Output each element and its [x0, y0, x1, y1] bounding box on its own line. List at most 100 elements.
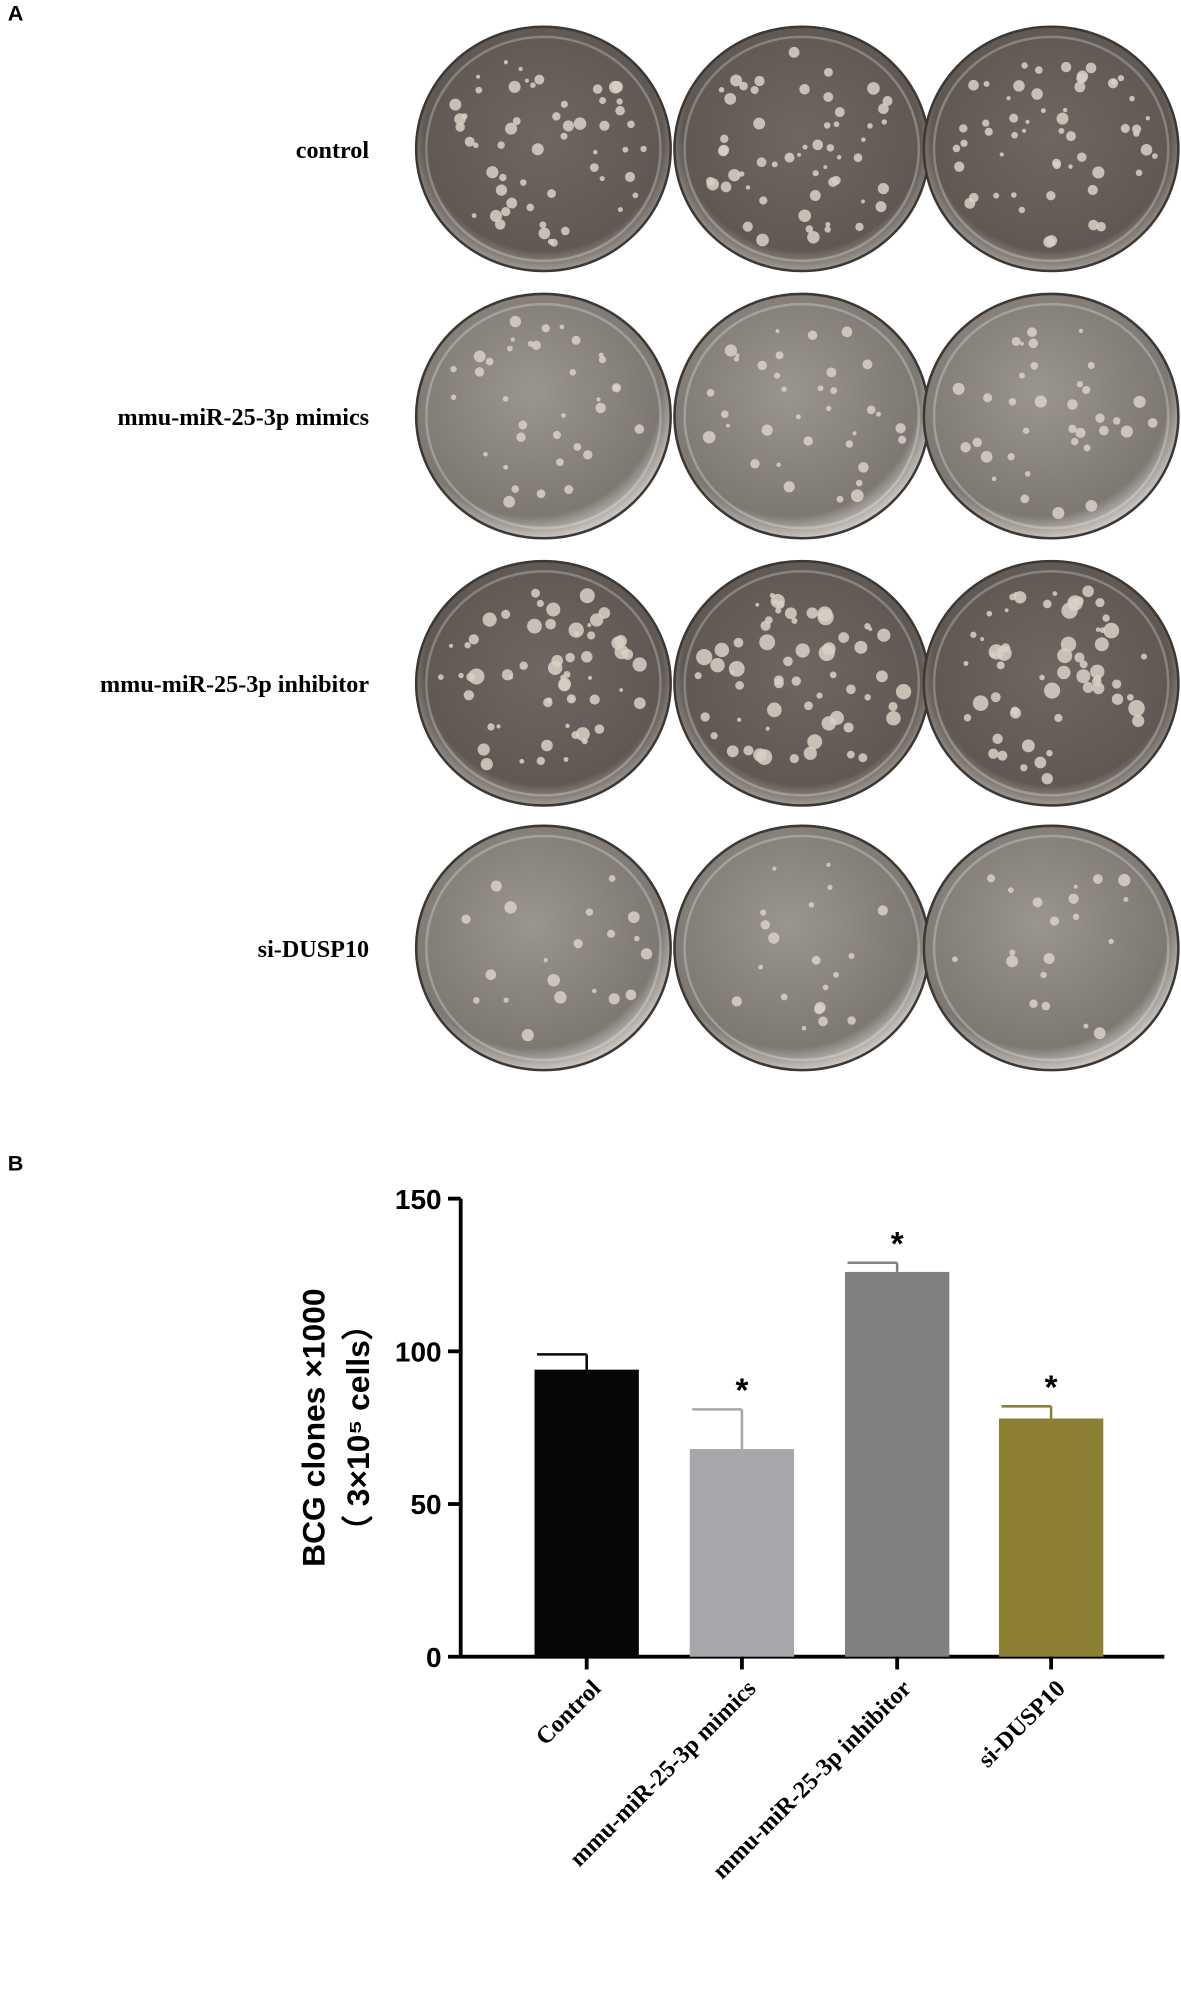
- colony: [504, 901, 517, 914]
- colony: [875, 411, 881, 417]
- colony: [1112, 417, 1121, 425]
- colony: [791, 617, 798, 624]
- colony: [519, 758, 525, 764]
- colony: [964, 197, 976, 209]
- colony: [1095, 598, 1105, 608]
- colony: [812, 139, 824, 151]
- colony: [1054, 713, 1063, 723]
- colony: [1009, 949, 1016, 956]
- colony: [1060, 61, 1072, 73]
- colony: [802, 144, 808, 150]
- colony: [546, 602, 561, 617]
- colony: [724, 92, 737, 105]
- colony: [1092, 874, 1103, 884]
- colony: [562, 120, 574, 132]
- colony: [805, 225, 814, 233]
- colony: [775, 351, 784, 360]
- colony: [608, 80, 622, 94]
- dish: [922, 824, 1180, 1072]
- colony: [594, 724, 605, 734]
- colony: [1024, 471, 1031, 477]
- colony: [547, 973, 560, 987]
- colony: [455, 122, 465, 132]
- bar: [689, 1449, 795, 1657]
- colony: [818, 1016, 828, 1027]
- colony: [720, 181, 732, 193]
- colony: [743, 745, 754, 756]
- colony: [579, 588, 595, 604]
- colony: [831, 175, 841, 186]
- colony: [486, 166, 499, 179]
- colony: [506, 197, 518, 209]
- colony: [1046, 749, 1053, 757]
- colony: [483, 451, 488, 457]
- colony: [1112, 679, 1122, 689]
- colony: [599, 97, 607, 105]
- colony: [875, 201, 887, 213]
- colony: [1009, 113, 1019, 123]
- colony: [730, 74, 743, 87]
- colony: [795, 414, 801, 420]
- colony: [473, 142, 479, 149]
- colony: [1090, 664, 1105, 679]
- colony: [826, 144, 835, 152]
- colony: [696, 648, 713, 666]
- dish: [673, 292, 931, 540]
- colony: [608, 993, 620, 1005]
- colony: [468, 668, 485, 685]
- colony: [487, 723, 495, 731]
- colony: [1087, 362, 1095, 370]
- colony: [530, 82, 536, 89]
- colony: [473, 997, 480, 1004]
- colony: [728, 168, 741, 182]
- colony: [960, 441, 971, 453]
- colony: [807, 231, 820, 244]
- colony: [738, 171, 745, 177]
- colony: [952, 382, 965, 395]
- colony: [735, 681, 744, 690]
- colony: [760, 920, 770, 930]
- dish: [673, 559, 931, 807]
- colony: [972, 695, 989, 711]
- y-tick-label: 100: [395, 1337, 442, 1368]
- colony: [476, 74, 481, 79]
- row-label: mmu-miR-25-3p inhibitor: [100, 671, 369, 698]
- colony: [1068, 424, 1077, 434]
- colony: [823, 92, 834, 103]
- colony: [509, 315, 522, 328]
- colony: [474, 367, 485, 377]
- colony: [795, 643, 810, 658]
- colony: [538, 227, 551, 240]
- colony: [468, 634, 479, 645]
- colony: [855, 222, 864, 232]
- row-label: mmu-miR-25-3p mimics: [118, 404, 370, 431]
- colony: [983, 393, 993, 403]
- colony: [992, 733, 1003, 744]
- row-label: control: [296, 137, 370, 164]
- colony: [520, 179, 527, 186]
- colony: [1074, 652, 1085, 663]
- colony: [847, 1016, 856, 1025]
- colony: [536, 599, 544, 608]
- colony: [775, 329, 780, 333]
- colony: [809, 190, 821, 201]
- colony: [518, 66, 523, 72]
- colony: [1083, 444, 1091, 452]
- colony: [850, 489, 864, 503]
- colony: [706, 388, 715, 397]
- colony: [817, 385, 824, 392]
- colony: [524, 78, 529, 83]
- colony: [963, 714, 972, 722]
- colony: [774, 678, 784, 689]
- colony: [593, 149, 598, 155]
- colony: [789, 754, 799, 764]
- colony: [571, 335, 581, 345]
- colony: [622, 146, 629, 153]
- colony: [560, 674, 566, 681]
- colony: [1118, 873, 1131, 887]
- colony: [841, 326, 853, 338]
- colony: [730, 669, 735, 675]
- colony: [991, 476, 997, 482]
- colony: [477, 743, 490, 756]
